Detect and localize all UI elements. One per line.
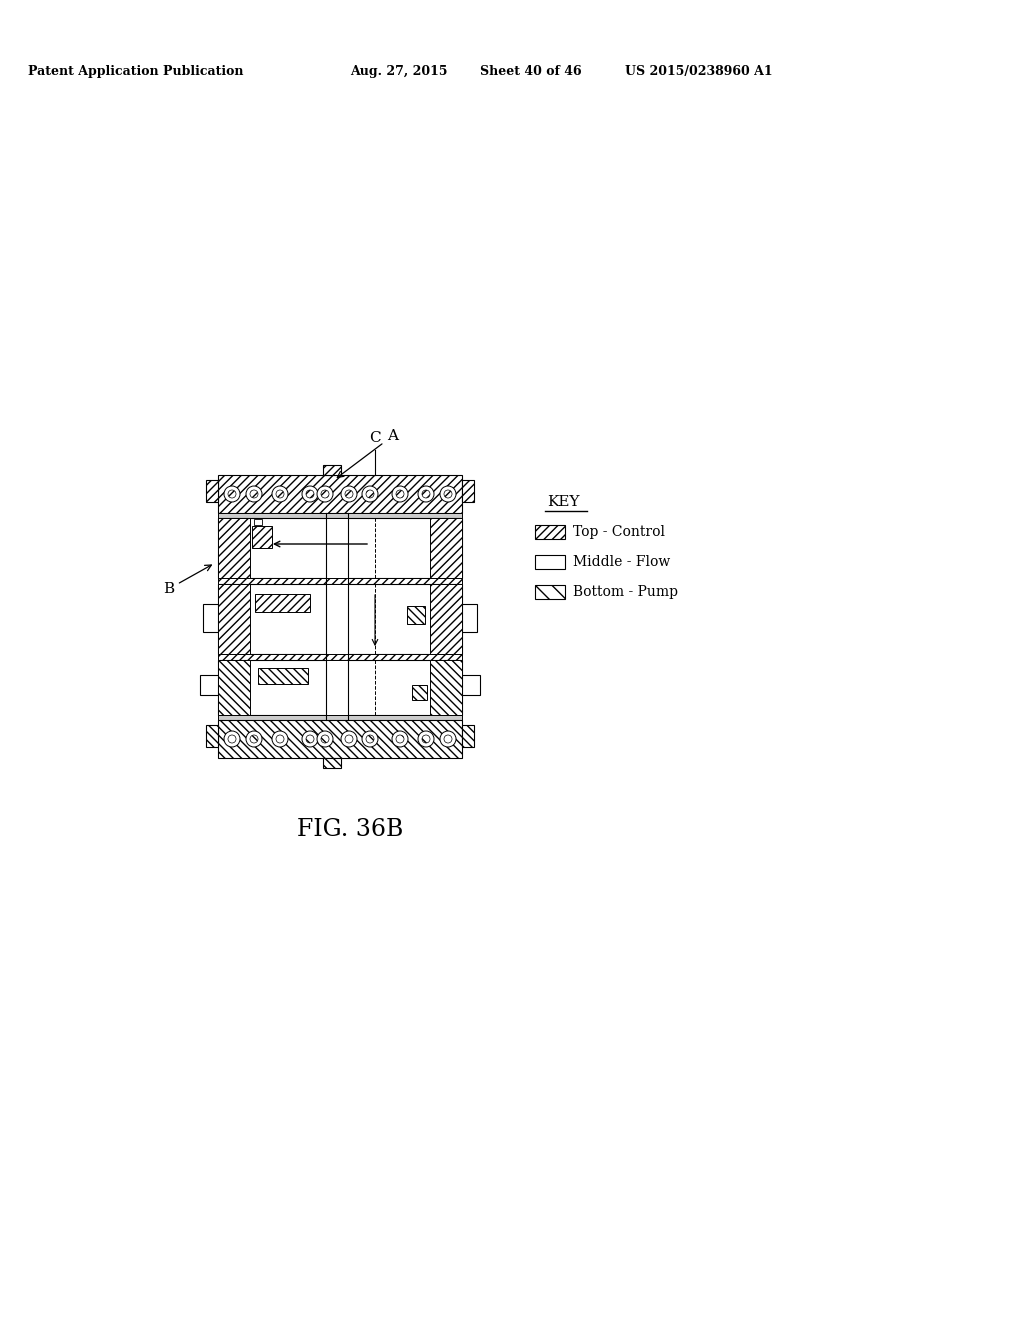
Bar	[218, 583, 462, 653]
Bar	[200, 675, 218, 696]
Circle shape	[317, 486, 333, 502]
Circle shape	[224, 486, 240, 502]
Circle shape	[306, 735, 314, 743]
Bar	[218, 583, 250, 653]
Circle shape	[341, 486, 357, 502]
Circle shape	[366, 735, 374, 743]
Bar	[218, 513, 462, 517]
Bar	[323, 465, 341, 475]
Text: A: A	[337, 429, 398, 478]
Text: Top - Control: Top - Control	[573, 525, 665, 539]
Bar	[462, 725, 474, 747]
Bar	[326, 583, 348, 653]
Circle shape	[228, 490, 236, 498]
Circle shape	[418, 486, 434, 502]
Circle shape	[321, 490, 329, 498]
Text: Middle - Flow: Middle - Flow	[573, 554, 671, 569]
Circle shape	[246, 731, 262, 747]
Circle shape	[418, 731, 434, 747]
Circle shape	[321, 735, 329, 743]
Circle shape	[228, 735, 236, 743]
Text: FIG. 36B: FIG. 36B	[297, 818, 403, 842]
Circle shape	[272, 731, 288, 747]
Circle shape	[246, 486, 262, 502]
Bar	[462, 675, 480, 696]
Circle shape	[440, 731, 456, 747]
Text: Aug. 27, 2015: Aug. 27, 2015	[350, 65, 447, 78]
Circle shape	[396, 490, 404, 498]
Bar	[258, 668, 308, 684]
Circle shape	[362, 486, 378, 502]
Bar	[255, 594, 310, 612]
Circle shape	[444, 735, 452, 743]
Bar	[218, 715, 462, 719]
Circle shape	[440, 486, 456, 502]
Circle shape	[276, 490, 284, 498]
Bar	[218, 578, 462, 583]
Text: Bottom - Pump: Bottom - Pump	[573, 585, 678, 599]
Bar	[462, 605, 477, 632]
Circle shape	[396, 735, 404, 743]
Text: KEY: KEY	[547, 495, 580, 510]
Text: US 2015/0238960 A1: US 2015/0238960 A1	[625, 65, 773, 78]
Bar	[218, 517, 250, 578]
Circle shape	[345, 490, 353, 498]
Bar	[323, 758, 341, 768]
Bar	[218, 653, 462, 660]
Circle shape	[341, 731, 357, 747]
Circle shape	[366, 490, 374, 498]
Text: B: B	[163, 565, 211, 597]
Text: Sheet 40 of 46: Sheet 40 of 46	[480, 65, 582, 78]
Bar	[218, 475, 462, 513]
Bar	[412, 685, 427, 700]
Bar	[252, 525, 272, 548]
Circle shape	[362, 731, 378, 747]
Bar	[430, 660, 462, 715]
Bar	[407, 606, 425, 624]
Circle shape	[317, 731, 333, 747]
Bar	[218, 719, 462, 758]
Bar	[535, 554, 565, 569]
Bar	[326, 517, 348, 578]
Bar	[326, 660, 348, 715]
Circle shape	[345, 735, 353, 743]
Bar	[206, 480, 218, 502]
Bar	[218, 660, 250, 715]
Bar	[462, 480, 474, 502]
Bar	[203, 605, 218, 632]
Circle shape	[392, 731, 408, 747]
Circle shape	[250, 490, 258, 498]
Circle shape	[302, 486, 318, 502]
Circle shape	[422, 490, 430, 498]
Bar	[254, 519, 262, 525]
Circle shape	[272, 486, 288, 502]
Circle shape	[444, 490, 452, 498]
Bar	[430, 583, 462, 653]
Circle shape	[306, 490, 314, 498]
Text: Patent Application Publication: Patent Application Publication	[28, 65, 244, 78]
Bar	[535, 525, 565, 539]
Circle shape	[392, 486, 408, 502]
Bar	[206, 725, 218, 747]
Circle shape	[302, 731, 318, 747]
Bar	[430, 517, 462, 578]
Bar	[218, 660, 462, 715]
Circle shape	[422, 735, 430, 743]
Text: C: C	[370, 432, 381, 445]
Circle shape	[276, 735, 284, 743]
Circle shape	[224, 731, 240, 747]
Bar	[535, 585, 565, 599]
Circle shape	[250, 735, 258, 743]
Bar	[218, 517, 462, 578]
